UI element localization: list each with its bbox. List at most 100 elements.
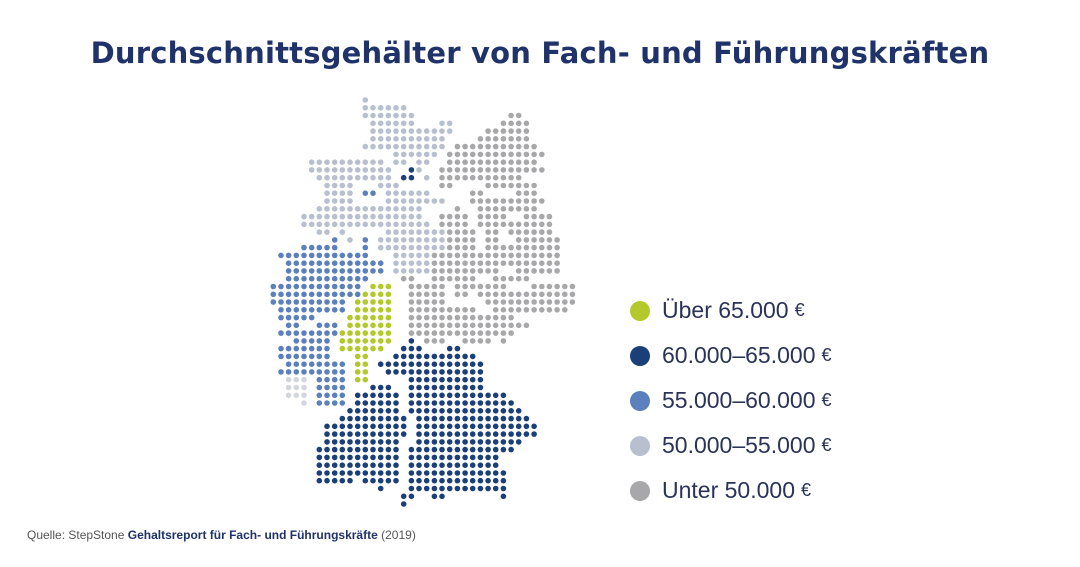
- map-dot: [354, 353, 361, 360]
- map-dot: [408, 376, 415, 383]
- map-dot: [462, 268, 468, 274]
- map-dot: [492, 244, 499, 251]
- map-dot: [477, 361, 484, 368]
- map-dot: [492, 136, 499, 142]
- map-dot: [339, 213, 346, 220]
- map-dot: [316, 345, 323, 352]
- map-dot: [416, 221, 422, 228]
- map-dot: [515, 237, 522, 243]
- map-dot: [462, 338, 468, 344]
- map-dot: [370, 400, 376, 406]
- map-dot: [431, 485, 438, 492]
- map-dot: [485, 439, 491, 445]
- source-year: (2019): [381, 528, 416, 542]
- map-dot: [454, 268, 461, 274]
- map-dot: [508, 112, 514, 119]
- map-dot: [500, 493, 507, 500]
- map-dot: [339, 167, 346, 173]
- map-dot: [293, 338, 300, 344]
- map-dot: [347, 221, 353, 228]
- map-dot: [508, 159, 514, 165]
- map-dot: [400, 275, 407, 282]
- map-dot: [347, 345, 353, 352]
- map-dot: [431, 244, 438, 251]
- map-dot: [431, 252, 438, 259]
- map-dot: [400, 260, 407, 267]
- map-dot: [469, 330, 476, 336]
- map-dot: [531, 221, 537, 228]
- map-dot: [331, 283, 338, 290]
- map-dot: [554, 244, 560, 251]
- map-dot: [492, 322, 499, 329]
- map-dot: [416, 431, 422, 437]
- map-dot: [554, 299, 560, 305]
- map-dot: [385, 392, 392, 399]
- map-dot: [362, 190, 369, 196]
- map-dot: [469, 260, 476, 267]
- map-dot: [393, 477, 399, 484]
- map-dot: [508, 244, 514, 251]
- map-dot: [347, 462, 353, 469]
- map-dot: [324, 198, 330, 204]
- map-dot: [523, 299, 530, 305]
- map-dot: [385, 221, 392, 228]
- map-dot: [423, 439, 430, 445]
- legend-dot: [630, 435, 650, 456]
- map-dot: [477, 330, 484, 336]
- map-dot: [339, 361, 346, 368]
- map-dot: [477, 159, 484, 165]
- map-dot: [308, 361, 315, 368]
- map-dot: [339, 159, 346, 165]
- map-dot: [531, 291, 537, 298]
- map-dot: [385, 291, 392, 298]
- map-dot: [362, 105, 369, 111]
- map-dot: [331, 431, 338, 437]
- map-dot: [454, 361, 461, 368]
- map-dot: [462, 446, 468, 453]
- map-dot: [546, 299, 553, 305]
- map-dot: [508, 260, 514, 267]
- map-dot: [546, 213, 553, 220]
- map-dot: [439, 252, 445, 259]
- map-dot: [500, 151, 507, 158]
- map-dot: [431, 384, 438, 391]
- map-dot: [515, 206, 522, 212]
- map-dot: [446, 167, 453, 173]
- map-dot: [562, 283, 568, 290]
- map-dot: [339, 415, 346, 422]
- map-dot: [370, 338, 376, 344]
- map-dot: [316, 338, 323, 344]
- map-dot: [423, 307, 430, 313]
- map-dot: [347, 237, 353, 243]
- map-dot: [477, 462, 484, 469]
- map-dot: [339, 252, 346, 259]
- map-dot: [531, 229, 537, 235]
- map-dot: [508, 307, 514, 313]
- map-dot: [293, 330, 300, 336]
- map-dot: [347, 470, 353, 476]
- map-dot: [393, 136, 399, 142]
- map-dot: [324, 244, 330, 251]
- map-dot: [462, 229, 468, 235]
- map-dot: [347, 431, 353, 437]
- map-dot: [423, 376, 430, 383]
- map-dot: [462, 260, 468, 267]
- map-dot: [416, 345, 422, 352]
- map-dot: [377, 167, 384, 173]
- map-dot: [393, 400, 399, 406]
- map-dot: [385, 143, 392, 150]
- map-dot: [354, 291, 361, 298]
- map-dot: [515, 260, 522, 267]
- map-dot: [485, 182, 491, 189]
- map-dot: [454, 423, 461, 430]
- map-dot: [316, 174, 323, 181]
- map-dot: [339, 190, 346, 196]
- map-dot: [462, 485, 468, 492]
- map-dot: [477, 392, 484, 399]
- map-dot: [301, 369, 307, 375]
- map-dot: [324, 174, 330, 181]
- map-dot: [354, 470, 361, 476]
- map-dot: [324, 291, 330, 298]
- map-dot: [377, 105, 384, 111]
- map-dot: [400, 128, 407, 134]
